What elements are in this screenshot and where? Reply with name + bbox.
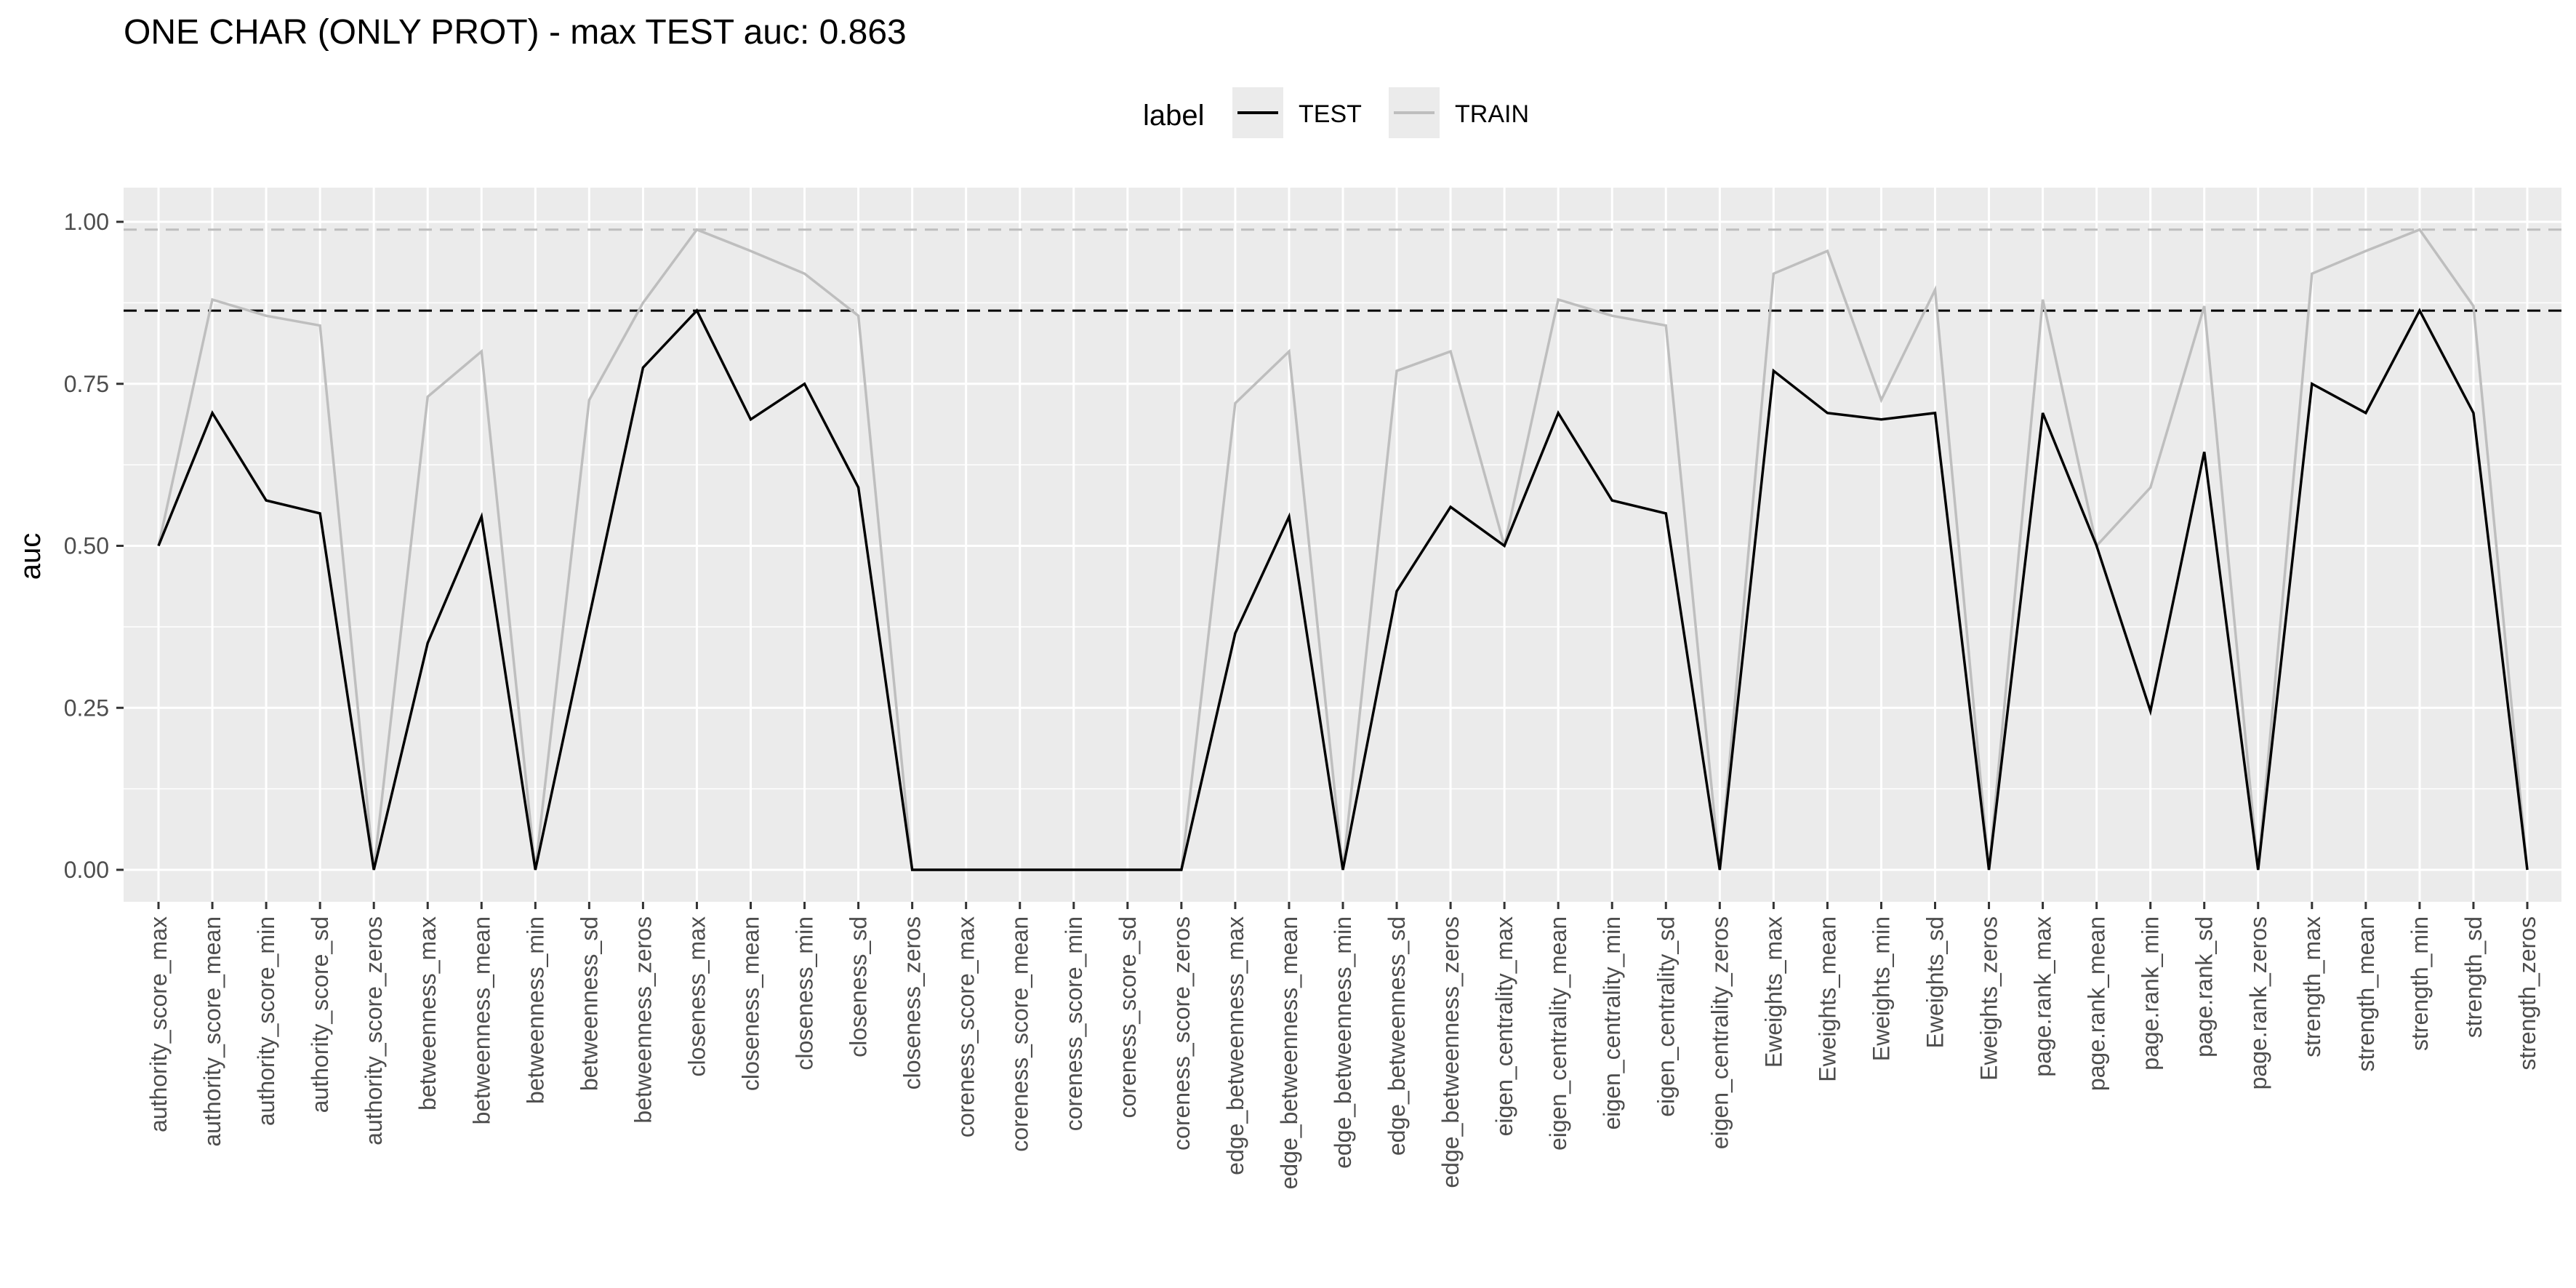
reference-lines xyxy=(124,228,2561,312)
x-tick-label: authority_score_sd xyxy=(307,916,333,1113)
x-tick-label: closeness_sd xyxy=(846,916,872,1057)
x-tick-label: betweenness_min xyxy=(522,916,548,1104)
x-tick-label: eigen_centrality_zeros xyxy=(1706,916,1733,1149)
legend: label TEST TRAIN xyxy=(1143,87,1529,138)
y-tick-label: 0.75 xyxy=(64,371,109,397)
legend-label-train: TRAIN xyxy=(1455,100,1529,128)
x-tick-label: authority_score_max xyxy=(145,916,172,1132)
series-line-test xyxy=(157,308,2529,871)
y-tick-label: 0.50 xyxy=(64,533,109,559)
x-tick-label: strength_sd xyxy=(2460,916,2487,1038)
x-tick-label: betweenness_sd xyxy=(576,916,602,1091)
x-tick-label: page.rank_sd xyxy=(2191,916,2218,1057)
x-tick-label: coreness_score_sd xyxy=(1115,916,1141,1118)
x-tick-label: betweenness_mean xyxy=(468,916,494,1124)
x-tick-label: page.rank_mean xyxy=(2084,916,2110,1091)
x-tick-label: strength_max xyxy=(2299,916,2325,1057)
x-tick-label: page.rank_max xyxy=(2030,916,2056,1077)
legend-label-test: TEST xyxy=(1299,100,1362,128)
x-tick-label: Eweights_sd xyxy=(1922,916,1949,1048)
x-tick-label: eigen_centrality_mean xyxy=(1545,916,1571,1151)
x-tick-label: eigen_centrality_max xyxy=(1491,916,1517,1136)
x-tick-label: strength_zeros xyxy=(2514,916,2540,1071)
x-tick-label: coreness_score_zeros xyxy=(1168,916,1195,1151)
x-tick-label: edge_betweenness_min xyxy=(1330,916,1356,1169)
y-tick-label: 1.00 xyxy=(64,209,109,235)
x-tick-label: betweenness_zeros xyxy=(630,916,656,1124)
x-tick-label: strength_min xyxy=(2407,916,2433,1051)
x-tick-label: Eweights_mean xyxy=(1814,916,1840,1082)
x-tick-label: strength_mean xyxy=(2353,916,2379,1071)
x-tick-label: coreness_score_mean xyxy=(1007,916,1033,1152)
y-tick-label: 0.25 xyxy=(64,695,109,721)
legend-title: label xyxy=(1143,100,1205,132)
x-tick-label: closeness_zeros xyxy=(899,916,926,1089)
x-axis: authority_score_max authority_score_mean a… xyxy=(145,902,2540,1189)
x-tick-label: edge_betweenness_sd xyxy=(1384,916,1410,1156)
x-tick-label: authority_score_mean xyxy=(199,916,225,1147)
x-tick-label: closeness_max xyxy=(683,916,710,1077)
series-lines xyxy=(157,228,2529,871)
x-tick-label: coreness_score_max xyxy=(953,916,979,1137)
x-tick-label: Eweights_max xyxy=(1760,916,1786,1068)
x-tick-label: edge_betweenness_max xyxy=(1222,916,1248,1175)
x-tick-label: page.rank_zeros xyxy=(2245,916,2271,1089)
x-tick-label: Eweights_zeros xyxy=(1976,916,2002,1081)
x-tick-label: eigen_centrality_sd xyxy=(1653,916,1679,1117)
x-tick-label: authority_score_min xyxy=(253,916,279,1126)
x-tick-label: edge_betweenness_mean xyxy=(1276,916,1302,1189)
x-tick-label: edge_betweenness_zeros xyxy=(1437,916,1464,1188)
x-tick-label: coreness_score_min xyxy=(1061,916,1087,1131)
y-tick-label: 0.00 xyxy=(64,857,109,883)
x-tick-label: eigen_centrality_min xyxy=(1599,916,1625,1130)
grid-major xyxy=(124,188,2561,902)
x-tick-label: authority_score_zeros xyxy=(361,916,387,1145)
y-axis-title: auc xyxy=(15,533,47,580)
x-tick-label: page.rank_min xyxy=(2138,916,2164,1071)
x-tick-label: closeness_mean xyxy=(738,916,764,1091)
x-tick-label: Eweights_min xyxy=(1868,916,1894,1061)
y-axis: 0.00 0.25 0.50 0.75 1.00 xyxy=(64,209,124,883)
x-tick-label: betweenness_max xyxy=(414,916,441,1111)
chart-title: ONE CHAR (ONLY PROT) - max TEST auc: 0.8… xyxy=(124,13,907,52)
x-tick-label: closeness_min xyxy=(792,916,818,1071)
